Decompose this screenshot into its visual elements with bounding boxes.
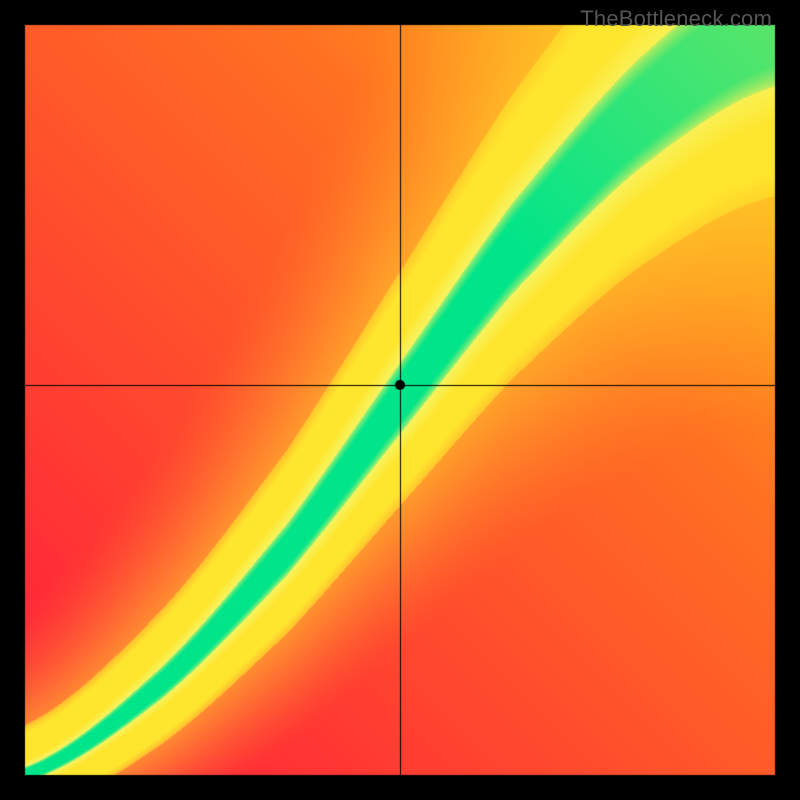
watermark-text: TheBottleneck.com <box>580 6 772 32</box>
bottleneck-heatmap <box>0 0 800 800</box>
chart-container: TheBottleneck.com <box>0 0 800 800</box>
